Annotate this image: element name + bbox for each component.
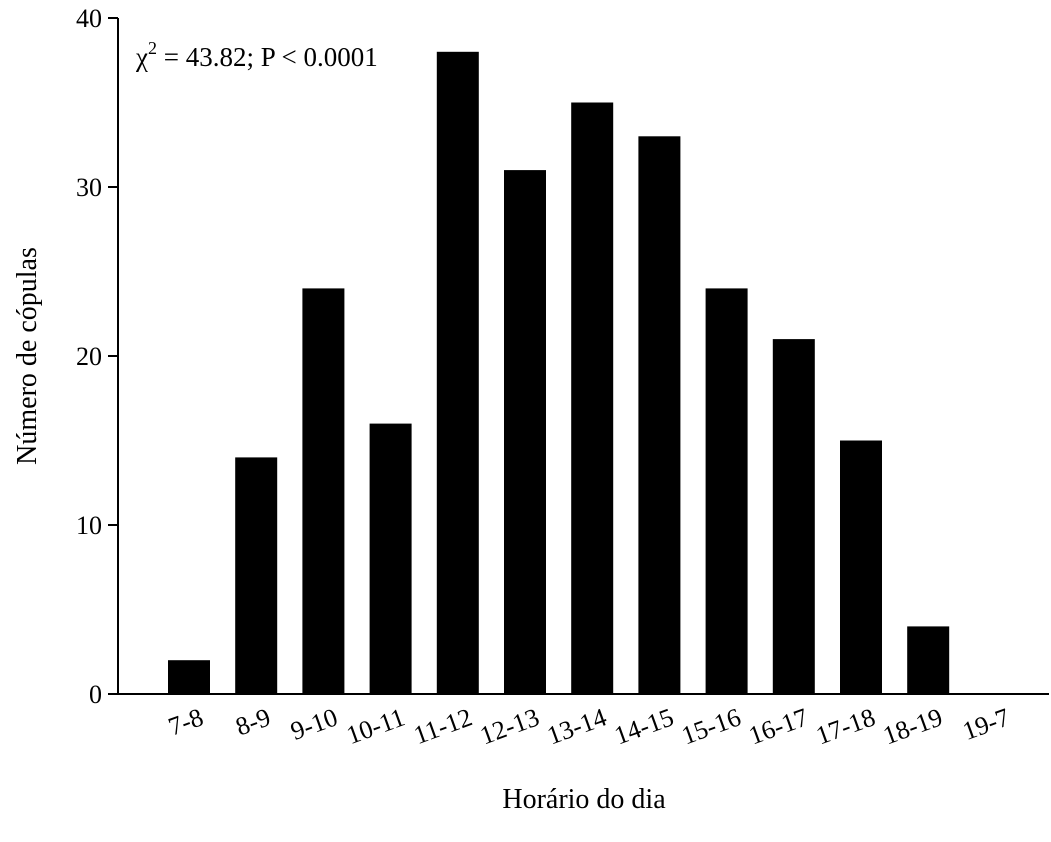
bar-17-18 — [840, 440, 882, 694]
bar-15-16 — [705, 288, 748, 694]
bar-7-8 — [168, 660, 210, 694]
bar-8-9 — [235, 457, 278, 694]
x-tick-label: 17-18 — [812, 702, 879, 750]
x-tick-label: 10-11 — [343, 702, 409, 750]
y-axis: 0 10 20 30 40 — [76, 4, 118, 709]
x-tick-label: 18-19 — [879, 702, 946, 750]
y-tick-label: 0 — [89, 680, 102, 709]
plot-frame-left-bottom — [117, 18, 1049, 695]
bar-9-10 — [302, 288, 345, 694]
chi-exponent: 2 — [148, 38, 157, 58]
x-axis-title: Horário do dia — [502, 784, 666, 815]
x-tick-label: 13-14 — [543, 702, 610, 750]
bar-16-17 — [772, 339, 815, 694]
x-tick-label: 14-15 — [611, 702, 678, 750]
chi-symbol: χ — [135, 42, 148, 72]
y-axis-title: Número de cópulas — [12, 247, 43, 465]
bar-14-15 — [638, 136, 681, 695]
x-tick-label: 12-13 — [476, 702, 543, 750]
x-tick-label: 16-17 — [745, 702, 812, 750]
x-tick-label: 15-16 — [678, 702, 745, 750]
bar-18-19 — [907, 626, 950, 694]
x-tick-label: 9-10 — [287, 702, 342, 746]
x-tick-label: 8-9 — [232, 702, 274, 741]
bars-group — [168, 51, 950, 695]
y-tick-label: 20 — [76, 342, 102, 371]
x-tick-label: 19-7 — [959, 702, 1014, 746]
chi-square-annotation: χ2 = 43.82; P < 0.0001 — [135, 38, 378, 72]
x-tick-label: 11-12 — [410, 702, 476, 750]
y-tick-label: 40 — [76, 4, 102, 33]
x-tick-label: 7-8 — [165, 702, 207, 741]
y-tick-label: 10 — [76, 511, 102, 540]
bar-10-11 — [369, 423, 412, 694]
x-axis: 7-8 8-9 9-10 10-11 11-12 12-13 13-14 14-15 15-16… — [165, 702, 1014, 750]
bar-12-13 — [504, 170, 546, 695]
chi-statistic: = 43.82; P < 0.0001 — [157, 42, 378, 72]
bar-11-12 — [436, 51, 479, 695]
y-tick-label: 30 — [76, 173, 102, 202]
bar-13-14 — [571, 102, 614, 694]
